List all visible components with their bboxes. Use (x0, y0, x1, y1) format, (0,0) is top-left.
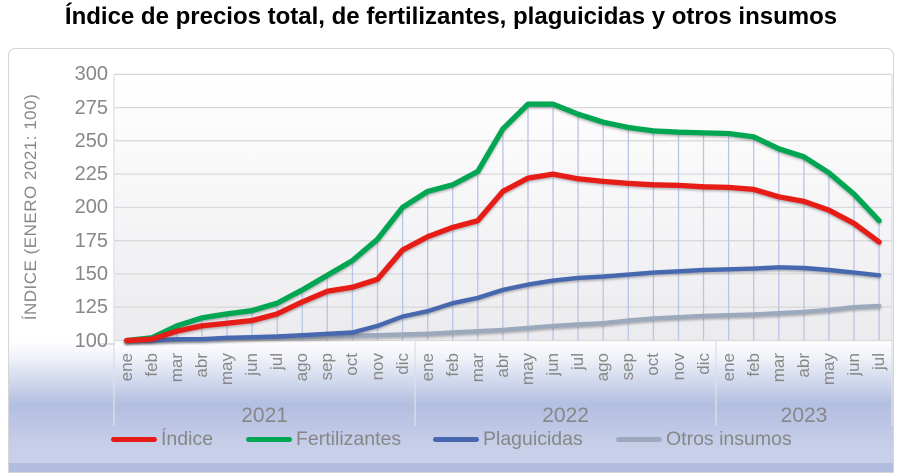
x-axis-month-label: feb (743, 353, 763, 377)
legend-swatch (616, 436, 662, 442)
x-axis-month-label: may (518, 353, 537, 386)
chart-area: ÍNDICE (ENERO 2021: 100) 300 275 250 225 200… (8, 48, 894, 473)
x-axis-month-label: oct (643, 353, 663, 376)
x-axis-month-label: jul (869, 353, 889, 371)
y-axis-tick-label: 250 (74, 129, 108, 152)
plot-svg (98, 73, 893, 426)
x-axis-month-label: nov (668, 353, 688, 381)
x-axis-month-label: dic (392, 353, 412, 375)
series-line-plaguicidas (124, 265, 882, 343)
x-axis-month-label: abr (492, 353, 512, 378)
x-axis-month-label: jul (267, 353, 287, 371)
x-axis-month-label: ago (593, 353, 613, 382)
y-axis-tick-label: 275 (74, 96, 108, 119)
legend-label: Plaguicidas (483, 427, 583, 450)
x-axis-month-label: jun (543, 353, 563, 376)
legend-label: Otros insumos (666, 427, 792, 450)
x-axis-month-label: jun (844, 353, 863, 376)
series-line-fertilizantes (124, 101, 882, 344)
x-axis-month-label: may (217, 353, 236, 386)
y-axis-tick-label: 225 (74, 163, 108, 186)
x-axis-year-label: 2022 (542, 404, 589, 427)
x-axis-month-label: oct (342, 353, 362, 376)
legend-swatch (111, 436, 157, 442)
x-axis-month-label: sep (317, 353, 337, 381)
y-axis-tick-label: 125 (74, 296, 108, 319)
y-axis-tick-label: 100 (74, 329, 108, 352)
x-axis-month-label: ene (116, 353, 136, 382)
x-axis-month-label: mar (166, 353, 186, 383)
chart-title: Índice de precios total, de fertilizante… (64, 3, 838, 30)
y-axis-title: ÍNDICE (ENERO 2021: 100) (21, 93, 40, 321)
legend-label: Índice (161, 427, 214, 450)
legend-label: Fertilizantes (296, 427, 402, 450)
legend-item-plaguicidas[interactable]: Plaguicidas (433, 427, 583, 450)
y-axis-tick-label: 150 (74, 262, 108, 285)
x-axis-month-label: ago (292, 353, 312, 382)
x-axis-month-label: ene (417, 353, 437, 382)
x-axis-month-label: may (818, 353, 838, 386)
x-axis-month-label: abr (191, 353, 211, 378)
series-line-indice (124, 171, 882, 344)
x-axis-month-label: abr (793, 353, 813, 378)
x-axis-month-label: jul (568, 353, 588, 371)
x-axis-month-label: mar (768, 353, 788, 383)
legend-item-fertilizantes[interactable]: Fertilizantes (246, 427, 402, 450)
legend-swatch (433, 436, 479, 442)
x-axis-month-label: ene (718, 353, 738, 382)
y-axis-tick-label: 300 (74, 63, 108, 86)
y-axis-tick-label: 175 (74, 229, 108, 252)
x-axis-month-label: nov (367, 353, 387, 381)
x-axis-year-label: 2023 (780, 404, 828, 427)
legend-swatch (246, 436, 292, 442)
x-axis-month-label: jun (242, 353, 262, 376)
legend-item-otros-insumos[interactable]: Otros insumos (616, 427, 792, 450)
bottom-strip (9, 463, 893, 472)
x-axis-month-label: feb (141, 353, 161, 377)
x-axis-year-label: 2021 (241, 404, 288, 427)
y-axis-tick-label: 200 (74, 196, 108, 219)
x-axis-month-label: mar (467, 353, 487, 383)
x-axis-month-label: dic (693, 353, 713, 375)
x-axis-month-label: feb (442, 353, 462, 377)
x-axis-month-label: sep (618, 353, 638, 381)
legend-item-indice[interactable]: Índice (111, 427, 214, 450)
